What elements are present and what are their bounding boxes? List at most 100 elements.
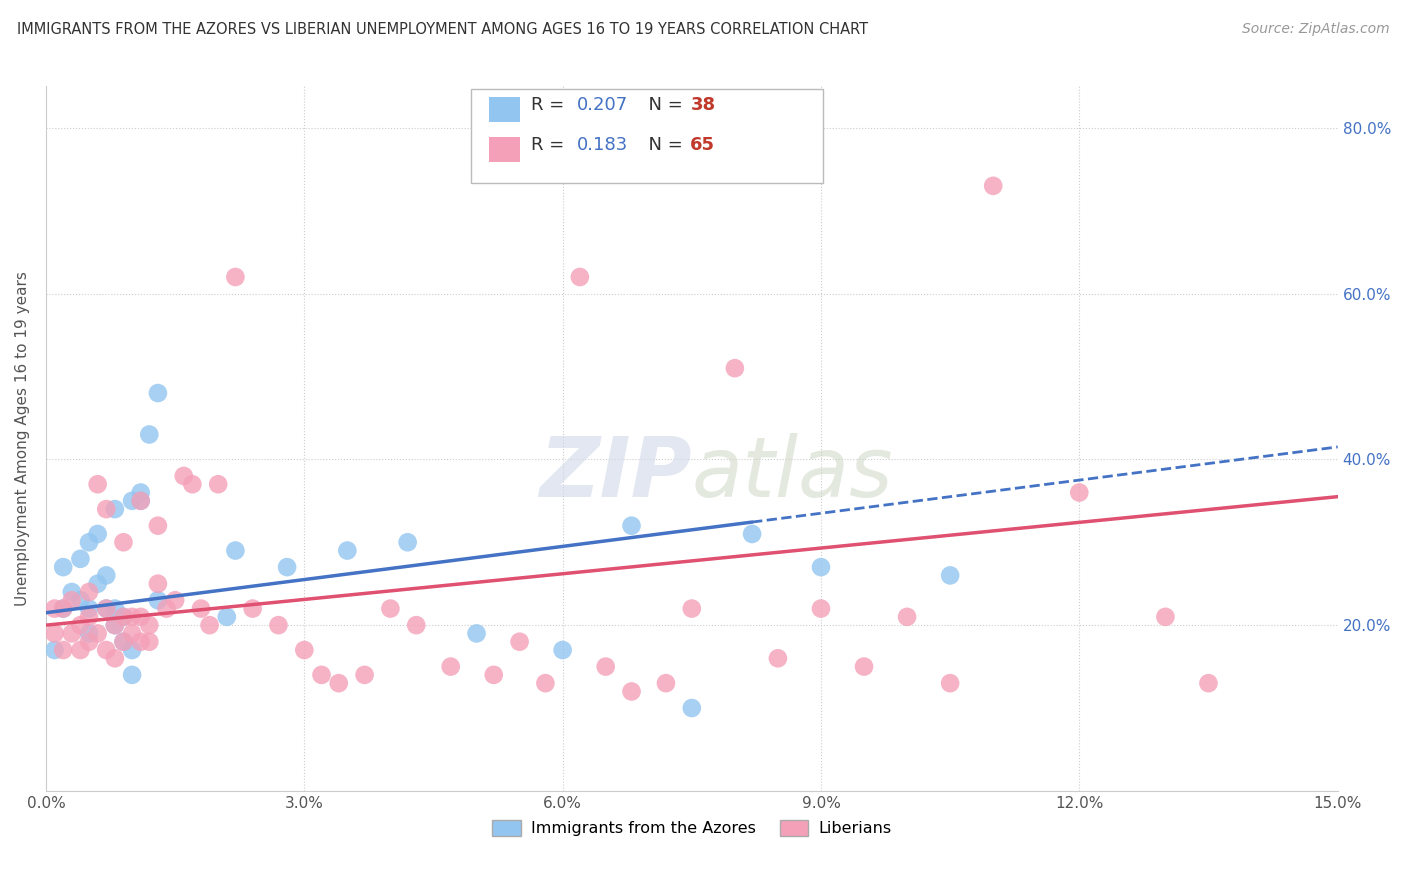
Point	[1154, 610, 1177, 624]
Point	[766, 651, 789, 665]
Point	[380, 601, 402, 615]
Point	[52, 601, 75, 615]
Point	[655, 676, 678, 690]
Y-axis label: Unemployment Among Ages 16 to 19 years: Unemployment Among Ages 16 to 19 years	[15, 271, 30, 606]
Text: N =: N =	[637, 136, 689, 154]
Point	[69, 618, 91, 632]
Text: N =: N =	[637, 96, 689, 114]
Point	[138, 634, 160, 648]
Point	[121, 643, 143, 657]
Point	[810, 601, 832, 615]
Point	[60, 585, 83, 599]
Point	[1198, 676, 1220, 690]
Point	[104, 651, 127, 665]
Point	[60, 593, 83, 607]
Point	[77, 610, 100, 624]
Point	[96, 643, 118, 657]
Point	[96, 502, 118, 516]
Point	[155, 601, 177, 615]
Point	[465, 626, 488, 640]
Point	[534, 676, 557, 690]
Legend: Immigrants from the Azores, Liberians: Immigrants from the Azores, Liberians	[486, 814, 897, 843]
Point	[482, 668, 505, 682]
Text: 0.183: 0.183	[576, 136, 627, 154]
Point	[181, 477, 204, 491]
Point	[224, 270, 246, 285]
Point	[52, 643, 75, 657]
Point	[146, 386, 169, 401]
Point	[112, 610, 135, 624]
Point	[104, 618, 127, 632]
Text: Source: ZipAtlas.com: Source: ZipAtlas.com	[1241, 22, 1389, 37]
Point	[96, 601, 118, 615]
Point	[112, 535, 135, 549]
Point	[810, 560, 832, 574]
Point	[52, 601, 75, 615]
Point	[173, 469, 195, 483]
Point	[77, 535, 100, 549]
Point	[121, 610, 143, 624]
Point	[724, 361, 747, 376]
Text: 38: 38	[690, 96, 716, 114]
Point	[86, 626, 108, 640]
Point	[311, 668, 333, 682]
Point	[96, 568, 118, 582]
Point	[939, 568, 962, 582]
Point	[112, 634, 135, 648]
Point	[77, 601, 100, 615]
Point	[396, 535, 419, 549]
Point	[138, 427, 160, 442]
Point	[207, 477, 229, 491]
Point	[146, 593, 169, 607]
Point	[86, 576, 108, 591]
Point	[681, 601, 703, 615]
Point	[129, 485, 152, 500]
Point	[292, 643, 315, 657]
Point	[129, 610, 152, 624]
Point	[121, 626, 143, 640]
Point	[77, 626, 100, 640]
Point	[165, 593, 187, 607]
Point	[620, 684, 643, 698]
Point	[681, 701, 703, 715]
Text: R =: R =	[531, 136, 571, 154]
Point	[853, 659, 876, 673]
Point	[86, 477, 108, 491]
Point	[52, 560, 75, 574]
Point	[981, 178, 1004, 193]
Point	[138, 618, 160, 632]
Text: 0.207: 0.207	[576, 96, 627, 114]
Text: atlas: atlas	[692, 434, 893, 515]
Point	[60, 626, 83, 640]
Point	[112, 610, 135, 624]
Point	[129, 634, 152, 648]
Point	[121, 668, 143, 682]
Point	[112, 634, 135, 648]
Point	[96, 601, 118, 615]
Point	[146, 518, 169, 533]
Point	[69, 551, 91, 566]
Point	[353, 668, 375, 682]
Point	[69, 593, 91, 607]
Point	[267, 618, 290, 632]
Point	[104, 618, 127, 632]
Point	[77, 585, 100, 599]
Point	[104, 502, 127, 516]
Point	[129, 493, 152, 508]
Point	[215, 610, 238, 624]
Point	[242, 601, 264, 615]
Text: R =: R =	[531, 96, 571, 114]
Point	[1069, 485, 1091, 500]
Point	[595, 659, 617, 673]
Point	[69, 643, 91, 657]
Point	[104, 601, 127, 615]
Point	[190, 601, 212, 615]
Point	[224, 543, 246, 558]
Point	[328, 676, 350, 690]
Point	[568, 270, 591, 285]
Point	[198, 618, 221, 632]
Text: ZIP: ZIP	[538, 434, 692, 515]
Point	[509, 634, 531, 648]
Point	[121, 493, 143, 508]
Point	[741, 527, 763, 541]
